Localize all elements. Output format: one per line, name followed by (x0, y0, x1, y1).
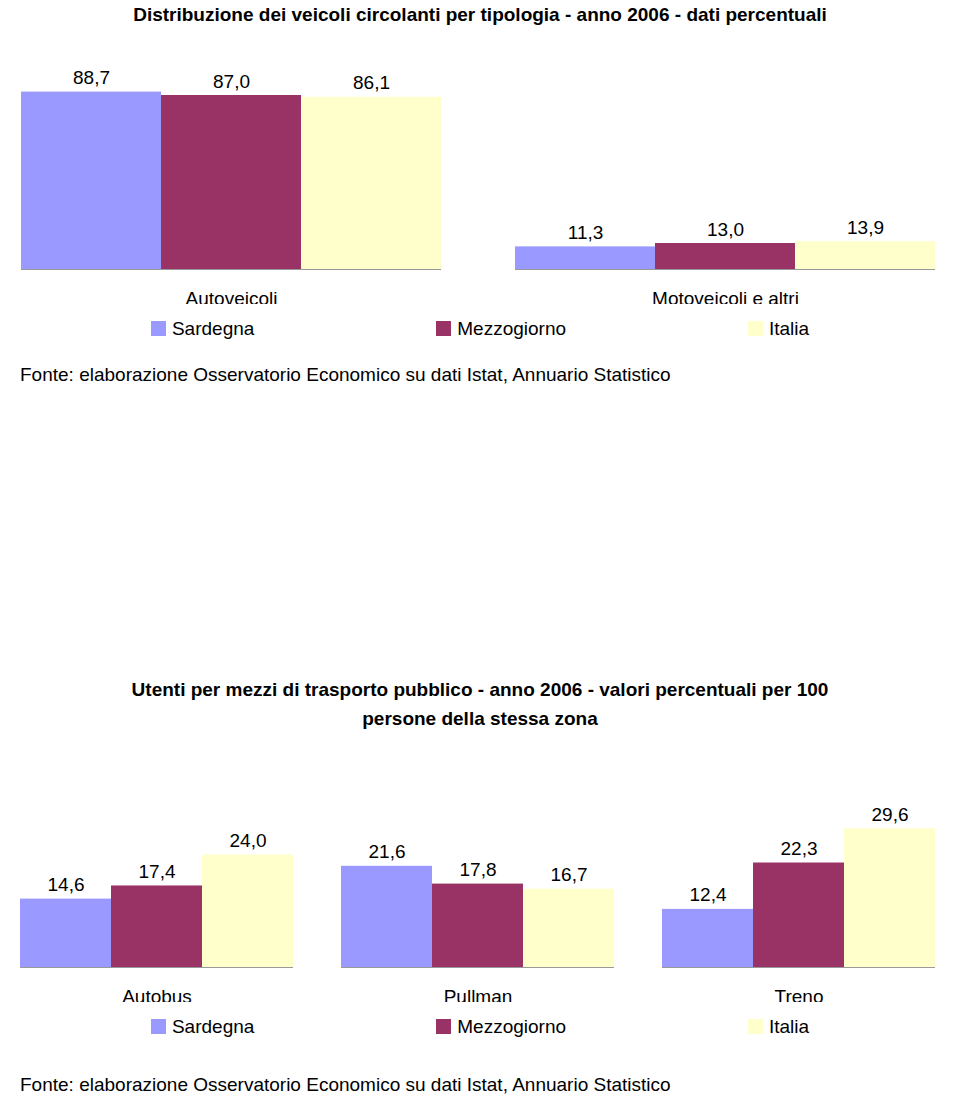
html-text:Italia: Italia (768, 318, 809, 339)
html-text:Italia: Italia (768, 1016, 809, 1037)
html-text:Mezzogiorno: Mezzogiorno (457, 318, 566, 339)
svg-text:12,4: 12,4 (690, 884, 727, 905)
html-text:Fonte: elaborazione Osservator: Fonte: elaborazione Osservatorio Economi… (20, 1074, 671, 1095)
svg-text:24,0: 24,0 (230, 830, 267, 851)
svg-text:Pullman: Pullman (444, 986, 513, 1002)
svg-text:86,1: 86,1 (353, 72, 390, 93)
svg-text:Autoveicoli: Autoveicoli (186, 288, 278, 304)
html-text:Sardegna: Sardegna (171, 1016, 255, 1037)
svg-text:Motoveicoli e altri: Motoveicoli e altri (652, 288, 799, 304)
svg-text:14,6: 14,6 (48, 874, 85, 895)
svg-text:29,6: 29,6 (872, 804, 909, 825)
svg-text:87,0: 87,0 (213, 71, 250, 92)
svg-text:13,9: 13,9 (847, 217, 884, 238)
svg-text:11,3: 11,3 (568, 222, 604, 243)
html-text:Distribuzione dei veicoli circ: Distribuzione dei veicoli circolanti per… (133, 4, 827, 25)
svg-text:17,4: 17,4 (139, 861, 176, 882)
svg-text:Treno: Treno (775, 986, 824, 1002)
svg-text:17,8: 17,8 (460, 859, 497, 880)
html-text:Utenti per mezzi di trasporto: Utenti per mezzi di trasporto pubblico -… (131, 679, 829, 729)
svg-text:Autobus: Autobus (122, 986, 192, 1002)
svg-text:16,7: 16,7 (551, 864, 588, 885)
svg-text:13,0: 13,0 (707, 219, 744, 240)
html-text:Sardegna: Sardegna (171, 318, 255, 339)
html-text:Fonte: elaborazione Osservator: Fonte: elaborazione Osservatorio Economi… (20, 364, 671, 385)
svg-text:22,3: 22,3 (781, 838, 818, 859)
svg-text:21,6: 21,6 (369, 841, 406, 862)
svg-text:88,7: 88,7 (73, 67, 110, 88)
html-text:Mezzogiorno: Mezzogiorno (457, 1016, 566, 1037)
